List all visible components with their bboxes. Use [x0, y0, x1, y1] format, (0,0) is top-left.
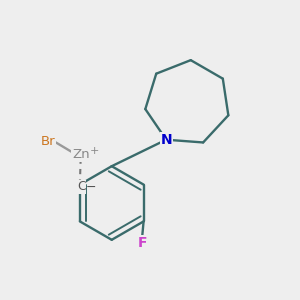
- Text: Zn: Zn: [72, 148, 90, 161]
- Text: C: C: [77, 181, 86, 194]
- Text: N: N: [160, 133, 172, 147]
- Text: +: +: [90, 146, 100, 157]
- Text: −: −: [86, 181, 96, 194]
- Text: F: F: [137, 236, 147, 250]
- Text: Br: Br: [41, 135, 56, 148]
